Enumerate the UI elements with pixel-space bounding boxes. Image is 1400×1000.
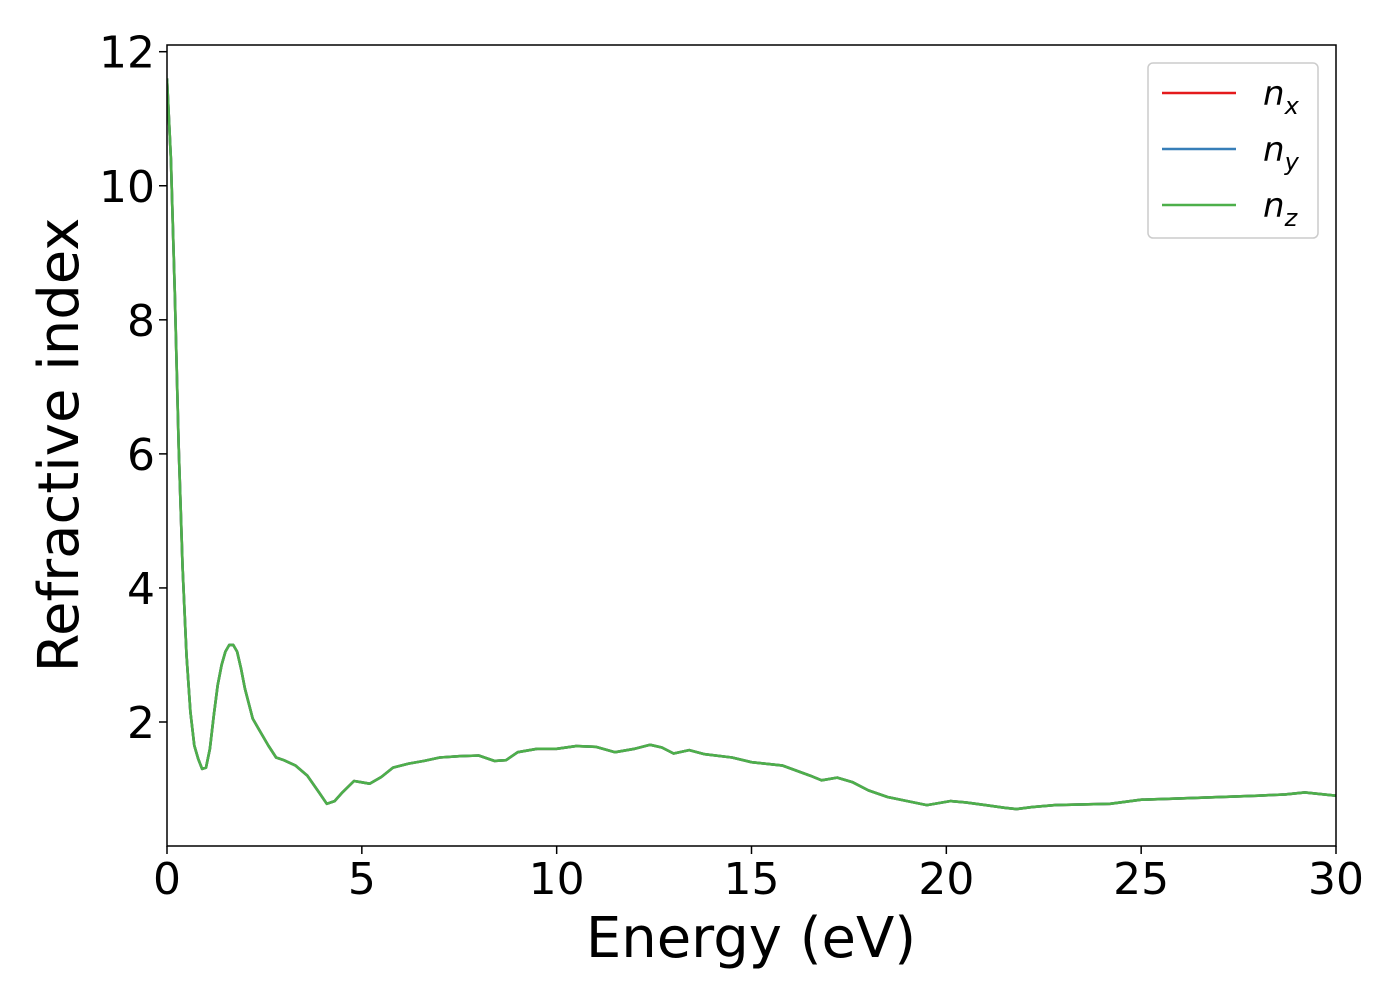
x-tick-label: 5 xyxy=(348,854,376,905)
legend-label-subscript: z xyxy=(1284,204,1299,232)
y-tick-label: 8 xyxy=(127,296,155,347)
y-tick-label: 6 xyxy=(127,430,155,481)
legend-label-base: n xyxy=(1263,186,1285,226)
legend-label-base: n xyxy=(1263,74,1285,114)
y-axis-ticks: 2 4 6 8 10 12 xyxy=(99,28,167,749)
x-tick-label: 30 xyxy=(1308,854,1364,905)
series-line-z xyxy=(167,78,1336,811)
y-tick-label: 2 xyxy=(127,698,155,749)
x-tick-label: 10 xyxy=(529,854,585,905)
x-tick-label: 15 xyxy=(724,854,780,905)
y-tick-label: 4 xyxy=(127,564,155,615)
x-axis-ticks: 0 5 10 15 20 25 30 xyxy=(153,846,1364,905)
legend-label-z: nz xyxy=(1263,186,1299,232)
x-tick-label: 0 xyxy=(153,854,181,905)
x-tick-label: 20 xyxy=(918,854,974,905)
y-axis-label: Refractive index xyxy=(27,218,92,673)
series-layer xyxy=(167,78,1336,811)
legend-box xyxy=(1147,62,1319,239)
y-tick-label: 12 xyxy=(99,28,155,79)
legend-label-subscript: y xyxy=(1284,148,1300,176)
x-axis-label: Energy (eV) xyxy=(586,906,916,971)
legend-label-y: ny xyxy=(1263,130,1300,176)
legend-label-base: n xyxy=(1263,130,1285,170)
y-tick-label: 10 xyxy=(99,162,155,213)
legend-label-subscript: x xyxy=(1284,92,1300,120)
legend-label-x: nx xyxy=(1263,74,1300,120)
x-tick-label: 25 xyxy=(1113,854,1169,905)
